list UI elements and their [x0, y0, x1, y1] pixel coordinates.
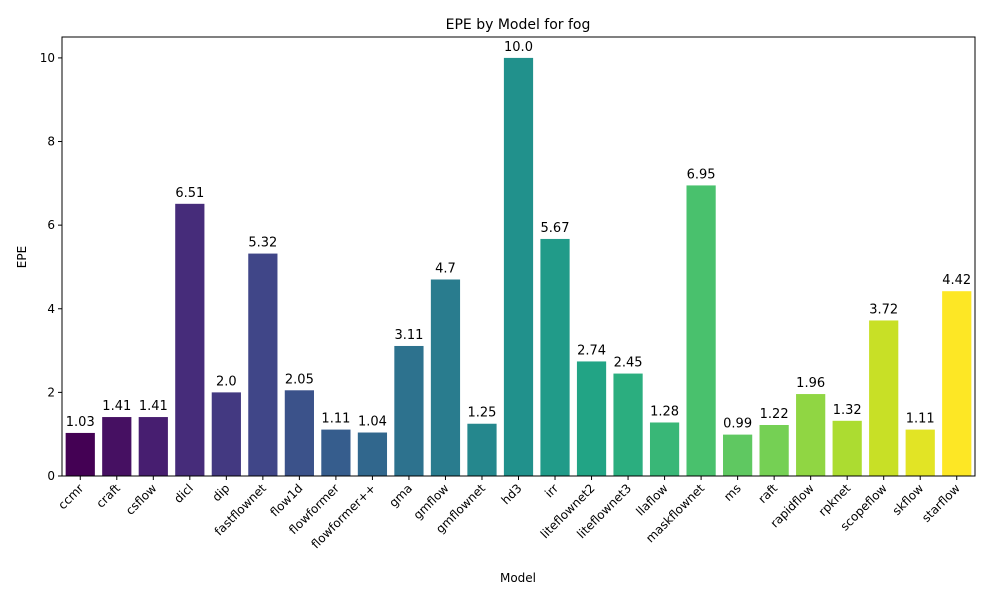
data-label: 6.51 [175, 186, 204, 201]
x-axis-label: Model [500, 571, 536, 585]
data-label: 1.41 [102, 399, 131, 414]
y-tick-label: 8 [47, 135, 55, 149]
bar-dicl [175, 203, 205, 476]
bar-gmflownet [467, 423, 497, 476]
y-tick-label: 4 [47, 302, 55, 316]
x-tick-label: craft [93, 481, 123, 511]
bar-gma [394, 345, 424, 476]
x-tick-label: dicl [171, 481, 196, 506]
x-tick-label: hd3 [499, 481, 525, 507]
data-label: 4.7 [435, 261, 456, 276]
bar-ms [723, 434, 753, 476]
data-label: 5.67 [541, 221, 570, 236]
data-label: 3.72 [869, 302, 898, 317]
bar-rapidflow [796, 394, 826, 476]
bar-flowformer++ [357, 432, 388, 476]
bar-skflow [905, 429, 935, 476]
bar-liteflownet2 [576, 361, 607, 476]
bar-rpknet [832, 420, 862, 476]
bar-starflow [942, 291, 972, 476]
bar-ccmr [65, 432, 95, 476]
y-axis-label: EPE [15, 246, 29, 268]
bar-flow1d [284, 390, 314, 476]
bar-hd3 [503, 57, 534, 477]
data-label: 1.25 [468, 406, 497, 421]
plot-frame [61, 36, 976, 477]
y-tick-label: 6 [47, 218, 55, 232]
data-label: 1.41 [139, 399, 168, 414]
data-label: 1.11 [906, 412, 935, 427]
x-tick-label: dip [209, 481, 232, 504]
x-tick-label: raft [756, 481, 781, 506]
plot-area: 0 2 4 6 8 10 1.03 ccmr 1.41 craft 1.41 csflow 6.51 di… [40, 40, 972, 551]
data-label: 2.45 [614, 356, 643, 371]
bar-gmflow [430, 279, 461, 476]
bar-irr [540, 238, 570, 476]
data-label: 1.22 [760, 407, 789, 422]
data-label: 1.32 [833, 403, 862, 418]
bar-raft [759, 424, 789, 476]
bar-maskflownet [686, 185, 716, 476]
bar-flowformer [321, 429, 351, 476]
data-label: 1.03 [66, 415, 95, 430]
y-tick-label: 2 [47, 385, 55, 399]
x-tick-label: irr [542, 481, 561, 500]
bar-fastflownet [248, 253, 278, 476]
data-label: 0.99 [723, 417, 752, 432]
bar-liteflownet3 [613, 373, 643, 476]
data-label: 1.04 [358, 415, 387, 430]
bar-csflow [138, 417, 168, 476]
y-tick-label: 0 [47, 469, 55, 483]
data-label: 2.74 [577, 343, 606, 358]
data-label: 6.95 [687, 167, 716, 182]
x-tick-label: gma [386, 481, 415, 510]
x-tick-label: flowformer++ [308, 481, 378, 551]
data-label: 1.28 [650, 404, 679, 419]
bar-craft [102, 417, 132, 476]
x-tick-label: starflow [919, 481, 963, 525]
data-label: 1.11 [321, 412, 350, 427]
bar-llaflow [649, 422, 680, 476]
data-label: 5.32 [248, 236, 277, 251]
data-label: 2.0 [216, 374, 237, 389]
x-tick-label: ms [721, 481, 744, 504]
data-label: 3.11 [394, 328, 423, 343]
y-tick-label: 10 [40, 51, 55, 65]
x-tick-label: csflow [123, 481, 160, 518]
data-label: 10.0 [504, 40, 533, 55]
data-label: 1.96 [796, 376, 825, 391]
data-label: 2.05 [285, 372, 314, 387]
x-tick-label: ccmr [55, 481, 86, 512]
data-label: 4.42 [942, 273, 971, 288]
chart-title: EPE by Model for fog [446, 17, 591, 33]
bar-dip [211, 392, 241, 476]
bar-scopeflow [869, 320, 899, 476]
